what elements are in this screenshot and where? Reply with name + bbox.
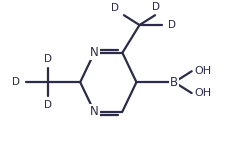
Text: D: D — [12, 77, 20, 87]
Text: OH: OH — [195, 88, 212, 98]
Text: B: B — [170, 76, 178, 89]
Text: D: D — [168, 20, 176, 30]
Text: N: N — [90, 46, 99, 59]
Text: D: D — [44, 54, 52, 64]
Text: D: D — [152, 2, 160, 12]
Text: D: D — [111, 3, 119, 13]
Text: N: N — [90, 105, 99, 118]
Text: D: D — [44, 100, 52, 110]
Text: OH: OH — [195, 66, 212, 76]
